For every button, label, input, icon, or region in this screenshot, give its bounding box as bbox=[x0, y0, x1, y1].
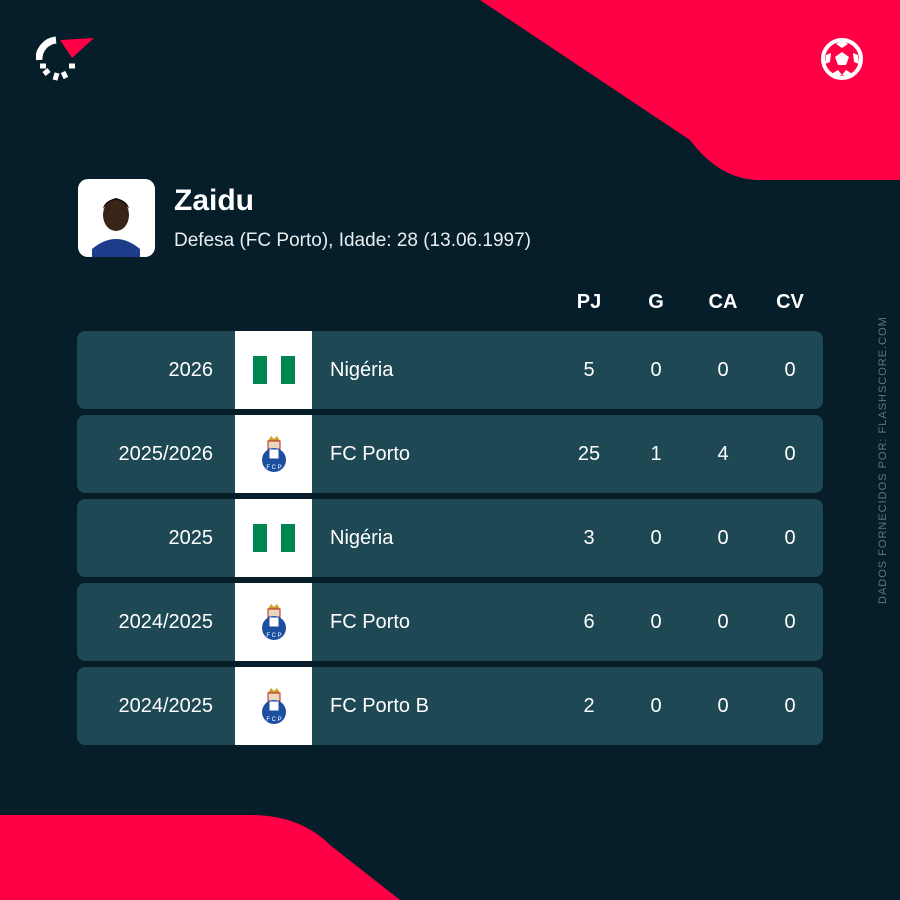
season: 2026 bbox=[168, 359, 214, 381]
stat-ca: 0 bbox=[717, 527, 729, 549]
data-credit: DADOS FORNECIDOS POR: FLASHSCORE.COM bbox=[877, 316, 889, 604]
stat-ca: 0 bbox=[717, 695, 729, 717]
stat-ca: 0 bbox=[717, 359, 729, 381]
season: 2025 bbox=[168, 527, 214, 549]
header-g: G bbox=[648, 291, 664, 313]
team-name: Nigéria bbox=[330, 359, 394, 381]
stat-pj: 3 bbox=[583, 527, 595, 549]
stat-cv: 0 bbox=[784, 527, 796, 549]
football-icon bbox=[821, 38, 863, 80]
table-row: 2026 Nigéria 5 0 0 0 bbox=[77, 331, 823, 409]
stat-ca: 4 bbox=[717, 443, 729, 465]
team-name: FC Porto bbox=[330, 443, 411, 465]
team-icon bbox=[235, 331, 312, 409]
fc-porto-crest-icon: F C P bbox=[261, 604, 286, 640]
header-pj: PJ bbox=[576, 291, 602, 313]
table-row: 2025 Nigéria 3 0 0 0 bbox=[77, 499, 823, 577]
stat-g: 0 bbox=[650, 527, 662, 549]
team-name: FC Porto B bbox=[330, 695, 429, 717]
player-photo bbox=[78, 179, 155, 257]
stat-g: 0 bbox=[650, 695, 662, 717]
stat-cv: 0 bbox=[784, 611, 796, 633]
season: 2024/2025 bbox=[118, 611, 213, 633]
nigeria-flag-icon bbox=[252, 356, 295, 384]
fc-porto-crest-icon: F C P bbox=[261, 688, 286, 724]
stat-g: 0 bbox=[650, 359, 662, 381]
player-details: Defesa (FC Porto), Idade: 28 (13.06.1997… bbox=[174, 230, 531, 251]
svg-text:F C P: F C P bbox=[266, 465, 281, 471]
header-cv: CV bbox=[776, 291, 804, 313]
table-row: 2024/2025 F C P FC Porto B 2 0 0 0 bbox=[77, 667, 823, 745]
season: 2024/2025 bbox=[118, 695, 213, 717]
stat-ca: 0 bbox=[717, 611, 729, 633]
stat-g: 1 bbox=[650, 443, 662, 465]
stat-pj: 6 bbox=[583, 611, 595, 633]
team-name: Nigéria bbox=[330, 527, 394, 549]
svg-text:F C P: F C P bbox=[266, 717, 281, 723]
table-row: 2025/2026 F C P FC Porto 25 1 4 0 bbox=[77, 415, 823, 493]
flashscore-logo bbox=[36, 36, 94, 81]
season: 2025/2026 bbox=[118, 443, 213, 465]
player-name: Zaidu bbox=[174, 184, 254, 217]
stat-pj: 25 bbox=[577, 443, 601, 465]
team-name: FC Porto bbox=[330, 611, 411, 633]
stat-cv: 0 bbox=[784, 359, 796, 381]
team-icon bbox=[235, 499, 312, 577]
nigeria-flag-icon bbox=[252, 524, 295, 552]
fc-porto-crest-icon: F C P bbox=[261, 436, 286, 472]
svg-text:F C P: F C P bbox=[266, 633, 281, 639]
team-icon: F C P bbox=[235, 415, 312, 493]
stat-cv: 0 bbox=[784, 695, 796, 717]
team-icon: F C P bbox=[235, 583, 312, 661]
stat-cv: 0 bbox=[784, 443, 796, 465]
stat-pj: 2 bbox=[583, 695, 595, 717]
stat-pj: 5 bbox=[583, 359, 595, 381]
table-row: 2024/2025 F C P FC Porto 6 0 0 0 bbox=[77, 583, 823, 661]
team-icon: F C P bbox=[235, 667, 312, 745]
header-ca: CA bbox=[708, 291, 738, 313]
stat-g: 0 bbox=[650, 611, 662, 633]
